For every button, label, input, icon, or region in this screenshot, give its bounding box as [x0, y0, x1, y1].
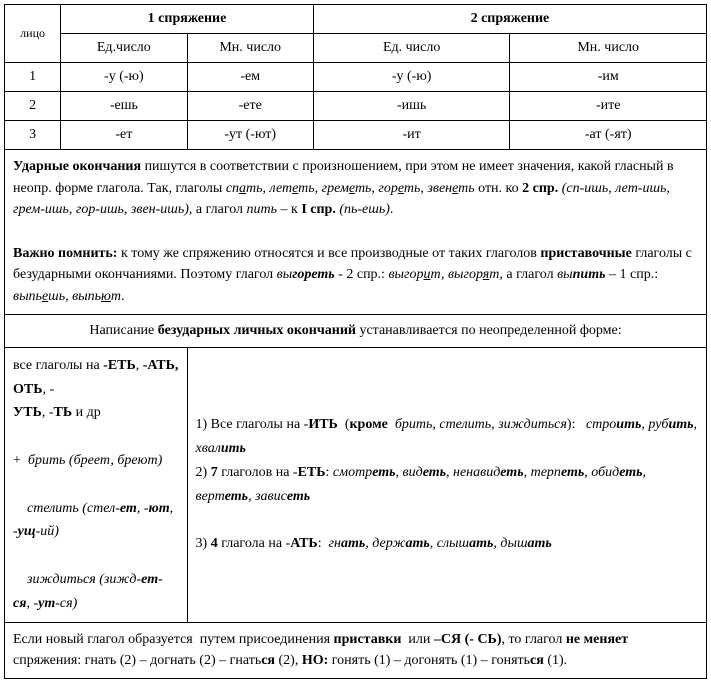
- person-cell: 1: [5, 63, 61, 92]
- ending-cell: -ишь: [313, 92, 510, 121]
- ending-cell: -им: [510, 63, 707, 92]
- conj2-pl-header: Мн. число: [510, 34, 707, 63]
- conjugation-table: лицо 1 спряжение 2 спряжение Ед.число Мн…: [4, 4, 707, 679]
- rules-right: 1) Все глаголы на -ИТЬ (кроме брить, сте…: [187, 347, 706, 622]
- note-row: Ударные окончания пишутся в соответствии…: [5, 150, 707, 315]
- rules-row: все глаголы на -ЕТЬ, -АТЬ, ОТЬ, -УТЬ, -Т…: [5, 347, 707, 622]
- note-text: Ударные окончания пишутся в соответствии…: [5, 150, 707, 315]
- conj1-header: 1 спряжение: [61, 5, 314, 34]
- ending-cell: -ите: [510, 92, 707, 121]
- ending-cell: -ит: [313, 121, 510, 150]
- ending-cell: -ем: [187, 63, 313, 92]
- person-cell: 3: [5, 121, 61, 150]
- header-row-1: лицо 1 спряжение 2 спряжение: [5, 5, 707, 34]
- ending-cell: -ешь: [61, 92, 187, 121]
- ending-cell: -ут (-ют): [187, 121, 313, 150]
- conj1-sg-header: Ед.число: [61, 34, 187, 63]
- person-cell: 2: [5, 92, 61, 121]
- header-row-2: Ед.число Мн. число Ед. число Мн. число: [5, 34, 707, 63]
- ending-cell: -ете: [187, 92, 313, 121]
- ending-cell: -у (-ю): [313, 63, 510, 92]
- table-row: 2 -ешь -ете -ишь -ите: [5, 92, 707, 121]
- midline-row: Написание безударных личных окончаний ус…: [5, 314, 707, 347]
- conj2-sg-header: Ед. число: [313, 34, 510, 63]
- person-header: лицо: [5, 5, 61, 63]
- conj1-pl-header: Мн. число: [187, 34, 313, 63]
- table-row: 3 -ет -ут (-ют) -ит -ат (-ят): [5, 121, 707, 150]
- footer-text: Если новый глагол образуется путем присо…: [5, 622, 707, 678]
- rules-left: все глаголы на -ЕТЬ, -АТЬ, ОТЬ, -УТЬ, -Т…: [5, 347, 188, 622]
- footer-row: Если новый глагол образуется путем присо…: [5, 622, 707, 678]
- conj2-header: 2 спряжение: [313, 5, 706, 34]
- ending-cell: -у (-ю): [61, 63, 187, 92]
- midline-text: Написание безударных личных окончаний ус…: [5, 314, 707, 347]
- table-row: 1 -у (-ю) -ем -у (-ю) -им: [5, 63, 707, 92]
- ending-cell: -ат (-ят): [510, 121, 707, 150]
- ending-cell: -ет: [61, 121, 187, 150]
